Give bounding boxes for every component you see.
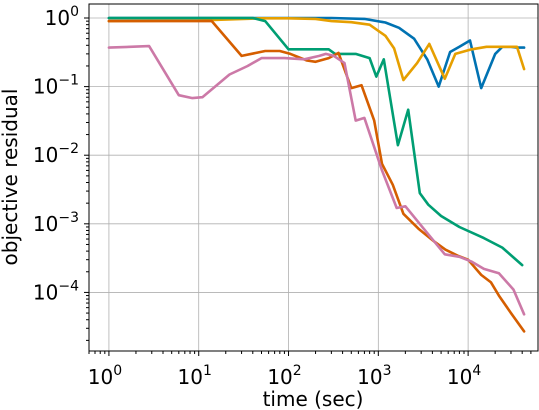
y-tick-label: 100 xyxy=(45,4,79,30)
series-line-2 xyxy=(107,16,526,82)
y-tick-label: 10−3 xyxy=(33,210,79,236)
series-line-4 xyxy=(107,19,526,333)
x-tick-label: 101 xyxy=(178,363,212,389)
y-axis-label: objective residual xyxy=(0,89,22,266)
y-tick-label: 10−1 xyxy=(33,73,79,99)
x-axis-label: time (sec) xyxy=(263,387,364,410)
plot-frame xyxy=(88,3,539,352)
x-tick-label: 103 xyxy=(357,363,391,389)
y-tick-label: 10−2 xyxy=(33,141,79,167)
x-tick-label: 104 xyxy=(447,363,481,389)
axis-ticks xyxy=(84,17,532,356)
x-tick-label: 100 xyxy=(88,363,122,389)
x-tick-label: 102 xyxy=(267,363,301,389)
series-line-5 xyxy=(107,44,526,316)
tick-labels: 100 101 102 103 104 100 10−1 10−2 10−3 10−4 xyxy=(33,4,481,389)
series-line-3 xyxy=(107,16,524,267)
y-tick-label: 10−4 xyxy=(33,278,79,304)
plot-lines xyxy=(107,16,526,333)
